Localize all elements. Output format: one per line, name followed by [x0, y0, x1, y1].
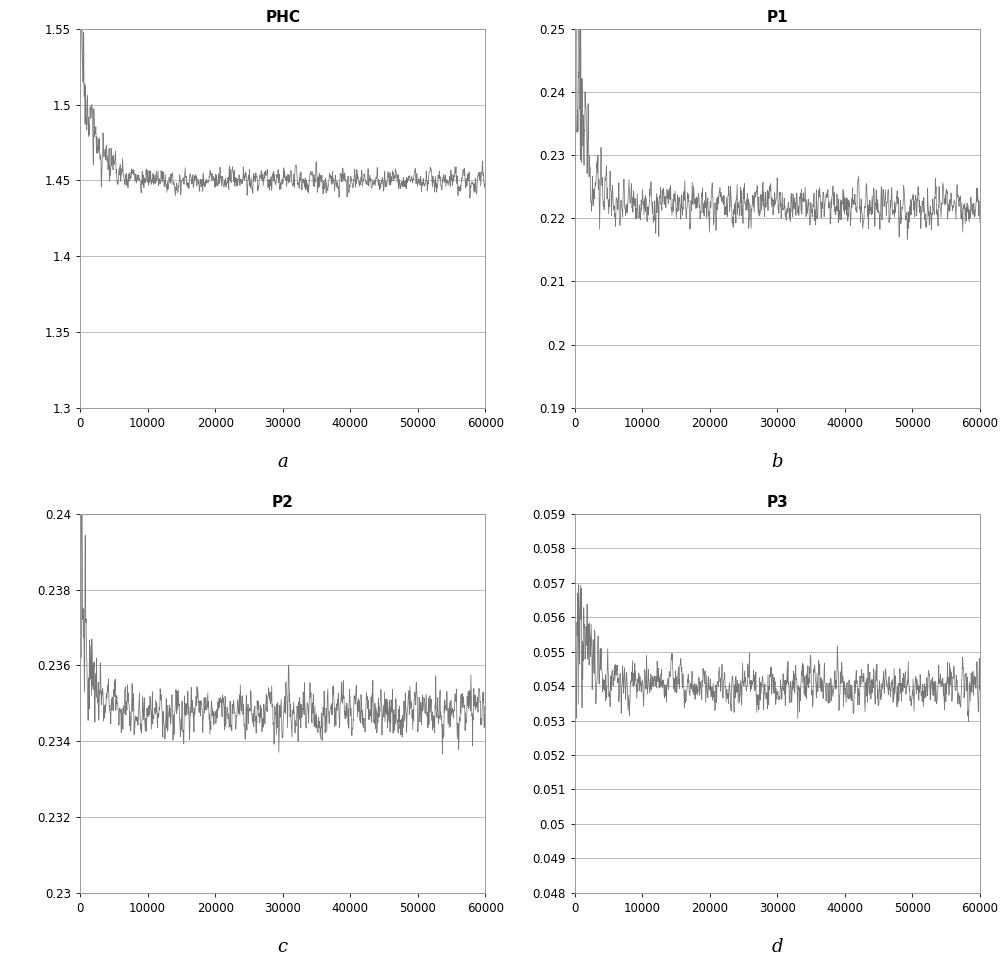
Title: P3: P3	[766, 495, 788, 510]
Text: c: c	[278, 938, 288, 956]
Text: d: d	[772, 938, 783, 956]
Title: PHC: PHC	[265, 10, 300, 25]
Title: P1: P1	[766, 10, 788, 25]
Title: P2: P2	[272, 495, 294, 510]
Text: a: a	[277, 453, 288, 471]
Text: b: b	[772, 453, 783, 471]
